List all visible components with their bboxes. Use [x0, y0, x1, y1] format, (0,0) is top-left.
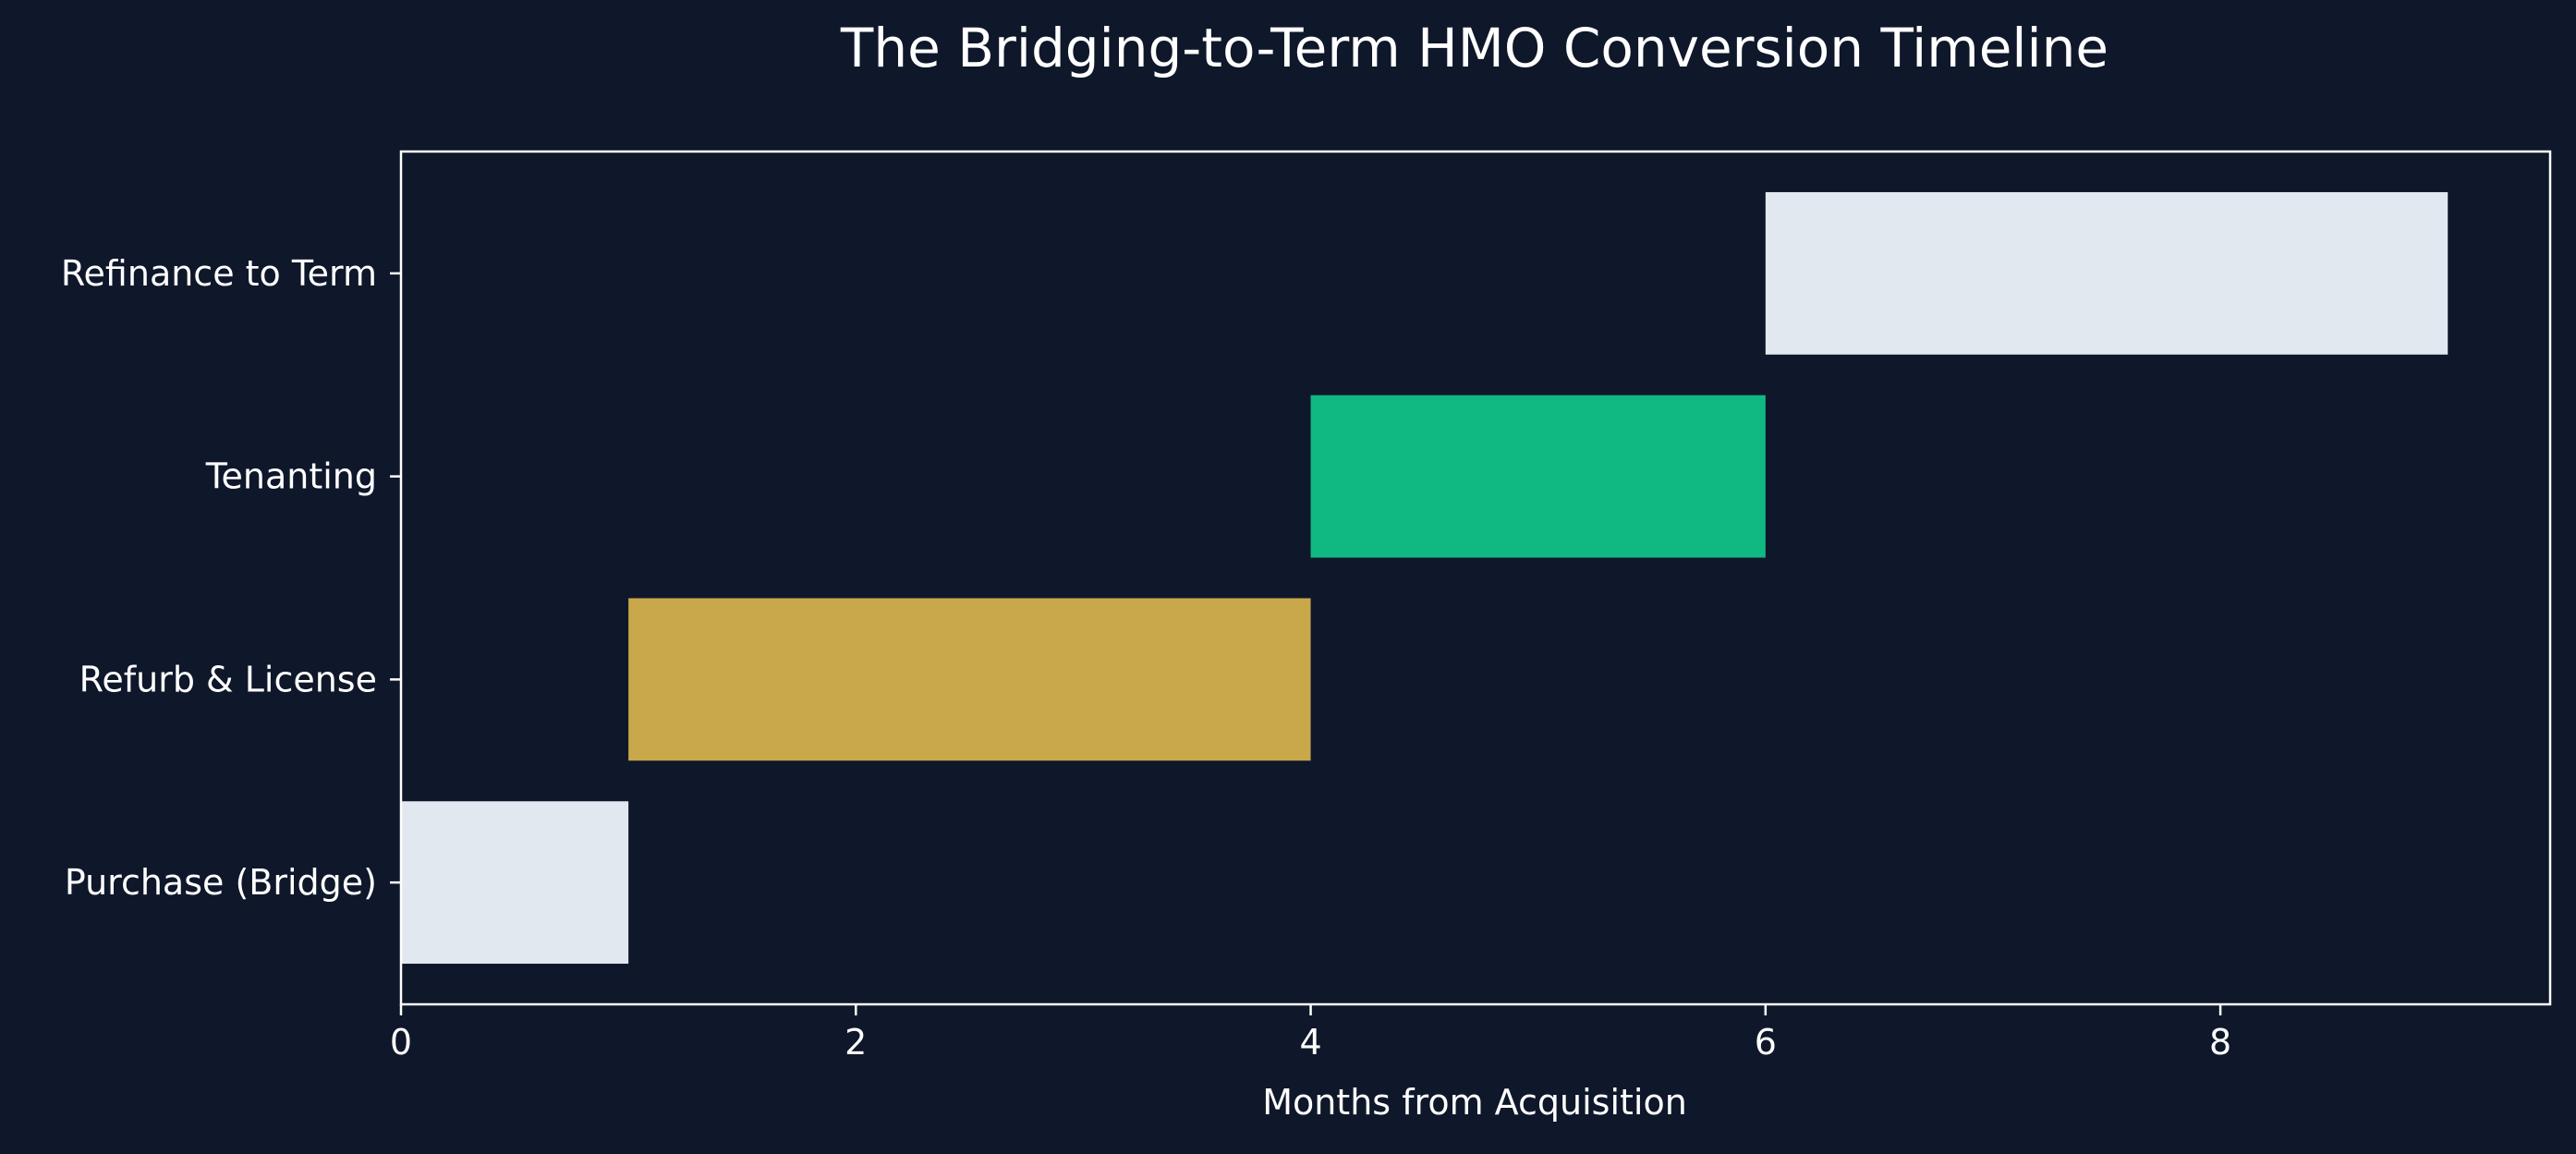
bar-purchase-bridge — [401, 801, 629, 965]
x-tick-label: 0 — [390, 1022, 412, 1063]
y-tick-label: Refinance to Term — [61, 253, 377, 294]
y-axis: Purchase (Bridge) Refurb & License Tenanti… — [61, 253, 401, 903]
x-axis-label: Months from Acquisition — [1262, 1082, 1687, 1123]
x-tick-label: 2 — [844, 1022, 867, 1063]
bar-refinance-to-term — [1765, 191, 2448, 355]
y-tick-label: Refurb & License — [79, 659, 377, 699]
bars-layer — [401, 191, 2448, 965]
plot-frame — [399, 150, 2552, 1006]
chart-title: The Bridging-to-Term HMO Conversion Time… — [840, 17, 2108, 79]
x-tick-label: 4 — [1299, 1022, 1321, 1063]
x-axis: 0 2 4 6 8 — [390, 1004, 2231, 1063]
x-tick-label: 8 — [2209, 1022, 2231, 1063]
y-tick-label: Purchase (Bridge) — [65, 862, 377, 903]
bar-refurb-license — [628, 598, 1311, 761]
x-tick-label: 6 — [1755, 1022, 1777, 1063]
bar-tenanting — [1310, 395, 1766, 558]
y-tick-label: Tenanting — [205, 456, 377, 497]
